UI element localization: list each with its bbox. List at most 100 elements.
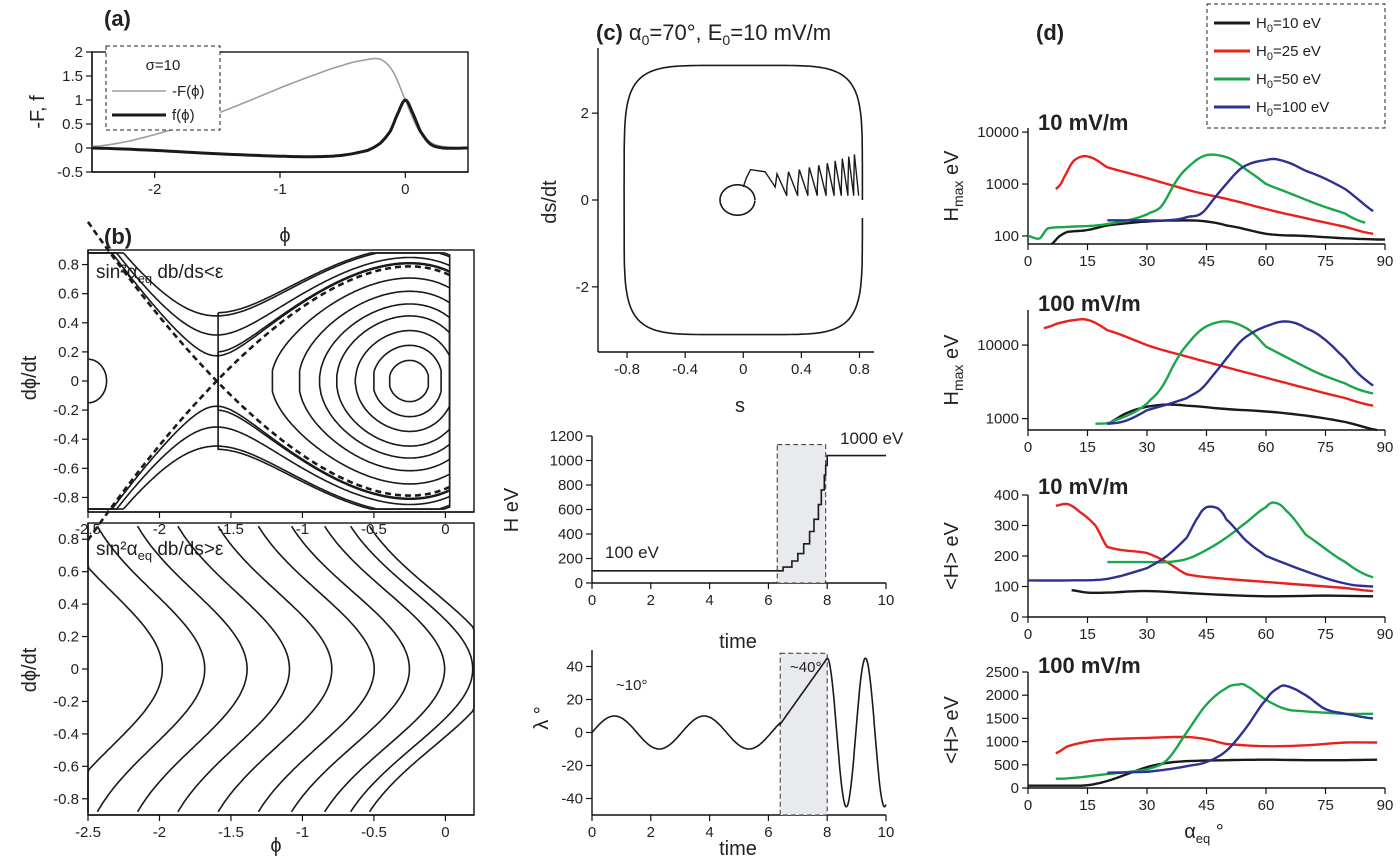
panel-d-sub1-xtick-label: 45 xyxy=(1198,253,1215,270)
panel-b-bottom-xtick-label: -1.5 xyxy=(218,824,244,841)
panel-d-sub2-ytick-label: 1000 xyxy=(986,411,1019,428)
panel-b-bottom-curve xyxy=(217,525,333,813)
panel-d-sub1-ytick-label: 1000 xyxy=(986,176,1019,193)
panel-b-label: (b) xyxy=(104,224,132,249)
panel-c-L-annotation1: ~10° xyxy=(616,677,647,694)
panel-d-sub3-xtick-label: 15 xyxy=(1079,626,1096,643)
panel-b-bottom-curve xyxy=(350,525,474,813)
panel-d-legend-entry-0: H0=10 eV xyxy=(1256,15,1321,35)
panel-d-sub4-series-1 xyxy=(1055,735,1378,755)
panel-d-subplot-title-2: 100 mV/m xyxy=(1038,291,1141,316)
panel-b-top-axes xyxy=(87,249,475,513)
panel-b-bottom-xtick-label: 0 xyxy=(441,824,449,841)
panel-d-sub4-xtick-label: 0 xyxy=(1024,797,1032,814)
panel-b-bottom-curve xyxy=(324,525,446,813)
panel-b-bottom-ytick-label: 0.4 xyxy=(58,596,79,613)
panel-b-top-passing-orbit xyxy=(88,252,451,357)
panel-d-xlabel: αeq ° xyxy=(1184,821,1224,846)
panel-c-phase-xtick-label: 0.4 xyxy=(791,361,812,378)
panel-b-top-xtick-label: 0 xyxy=(441,521,449,538)
panel-d-sub4-series-2 xyxy=(1055,682,1374,780)
panel-b-bottom-curve xyxy=(368,525,475,813)
panel-d-sub4-ytick-label: 1000 xyxy=(986,734,1019,751)
panel-b-top-ytick-label: 0.6 xyxy=(58,286,79,303)
panel-d-sub3-xtick-label: 60 xyxy=(1258,626,1275,643)
panel-c-phase-outer-orbit xyxy=(623,64,864,336)
panel-c-phase-xtick-label: -0.8 xyxy=(614,361,640,378)
panel-b-top-ytick-label: 0.8 xyxy=(58,257,79,274)
panel-d-sub3-series-0 xyxy=(1071,589,1374,598)
panel-b-bottom-ytick-label: -0.2 xyxy=(53,693,79,710)
panel-d-sub1-xtick-label: 0 xyxy=(1024,253,1032,270)
panel-d-sub4-xtick-label: 15 xyxy=(1079,797,1096,814)
panel-a-ytick-label: 1 xyxy=(75,92,83,109)
panel-a-series-f xyxy=(91,98,468,159)
panel-d-subplot-4: 0 15 30 45 60 75 90 0 500 1000 1500 2000 2500 100 mV/… xyxy=(941,653,1393,814)
panel-b-top-ytick-label: 0.2 xyxy=(58,344,79,361)
panel-a-xtick-label: -2 xyxy=(148,181,161,198)
panel-c-H-xtick-label: 8 xyxy=(823,592,831,609)
panel-c-H-ytick-label: 600 xyxy=(558,502,583,519)
panel-b-bottom-annotation: sin²αeq db/ds>ε xyxy=(96,539,224,563)
panel-c-L-xtick-label: 4 xyxy=(705,824,713,841)
panel-b-top-xtick-label: -1.5 xyxy=(218,521,244,538)
panel-b-top-ylabel: dϕ/dt xyxy=(19,355,41,400)
panel-d-legend-entry-3: H0=100 eV xyxy=(1256,99,1329,119)
panel-d-subplot-title-4: 100 mV/m xyxy=(1038,653,1141,678)
panel-d-sub1-ylabel: Hmax eV xyxy=(941,150,966,222)
panel-d-subplot-1: 0 15 30 45 60 75 90 100 1000 10000 10 mV/m Hmax eV xyxy=(941,110,1393,270)
panel-c-H-series xyxy=(592,454,886,572)
panel-d-sub2-series-0 xyxy=(1106,403,1378,432)
panel-c-H-xlabel: time xyxy=(719,631,757,653)
panel-c-L-series xyxy=(591,657,887,808)
panel-d-sub2-series-1 xyxy=(1043,318,1374,407)
panel-b-top-ytick-label: -0.8 xyxy=(53,489,79,506)
panel-a-legend-f: f(ϕ) xyxy=(172,107,195,124)
panel-c-ylabel: ds/dt xyxy=(539,180,561,224)
panel-d-sub4-ytick-label: 1500 xyxy=(986,710,1019,727)
panel-c-L-highlight xyxy=(779,652,828,816)
panel-d-sub1-xtick-label: 30 xyxy=(1139,253,1156,270)
panel-b-bottom-ytick-label: 0.6 xyxy=(58,564,79,581)
panel-d-sub3-series-2 xyxy=(1107,501,1374,579)
panel-a-xtick-label: -1 xyxy=(273,181,286,198)
panel-b-bottom-ytick-label: 0.2 xyxy=(58,629,79,646)
panel-b-bottom-curve xyxy=(96,525,206,813)
panel-c-phase-ytick-label: -2 xyxy=(576,279,589,296)
panel-a-ytick-label: 1.5 xyxy=(62,68,83,85)
panel-d-sub1-series-3 xyxy=(1107,157,1374,222)
panel-c-H-ytick-label: 800 xyxy=(558,477,583,494)
panel-b-top-orbit xyxy=(373,344,442,418)
panel-c-H-ytick-label: 400 xyxy=(558,526,583,543)
panel-b-bottom-curve xyxy=(136,525,248,813)
panel-c-H-start: 100 eV xyxy=(605,543,660,562)
panel-d-sub3-ytick-label: 100 xyxy=(994,579,1019,596)
panel-b-top-ytick-label: 0.4 xyxy=(58,315,79,332)
panel-d-subplot-title-3: 10 mV/m xyxy=(1038,474,1129,499)
panel-b-top-xtick-label: -2 xyxy=(153,521,166,538)
panel-b-top-ytick-label: -0.2 xyxy=(53,402,79,419)
panel-a-ytick-label: -0.5 xyxy=(57,164,83,181)
panel-d-sub3-ytick-label: 200 xyxy=(994,548,1019,565)
panel-d-sub3-xtick-label: 75 xyxy=(1317,626,1334,643)
panel-b-separatrix xyxy=(86,379,451,541)
panel-d-sub2-xtick-label: 90 xyxy=(1377,439,1394,456)
panel-d-sub3-series-3 xyxy=(1028,505,1374,588)
panel-b-bottom-ytick-label: 0.8 xyxy=(58,531,79,548)
panel-d-sub4-ytick-label: 2000 xyxy=(986,687,1019,704)
panel-b-bottom-ylabel: dϕ/dt xyxy=(19,647,41,692)
panel-b-separatrix xyxy=(86,221,451,383)
panel-d-sub3-xtick-label: 90 xyxy=(1377,626,1394,643)
panel-d-sub1-series-1 xyxy=(1055,154,1374,235)
panel-c-L-ytick-label: 0 xyxy=(575,725,583,742)
panel-d-sub1-xtick-label: 15 xyxy=(1079,253,1096,270)
panel-b-top-passing-orbit xyxy=(88,252,451,336)
panel-d-sub4-xtick-label: 60 xyxy=(1258,797,1275,814)
panel-c-H-xtick-label: 6 xyxy=(764,592,772,609)
panel-c-L-ylabel: λ ° xyxy=(531,706,553,730)
panel-a-xtick-label: 0 xyxy=(401,181,409,198)
panel-b-top-xtick-label: -0.5 xyxy=(361,521,387,538)
panel-b-top-passing-orbit xyxy=(88,252,450,317)
panel-d-sub2-xtick-label: 30 xyxy=(1139,439,1156,456)
